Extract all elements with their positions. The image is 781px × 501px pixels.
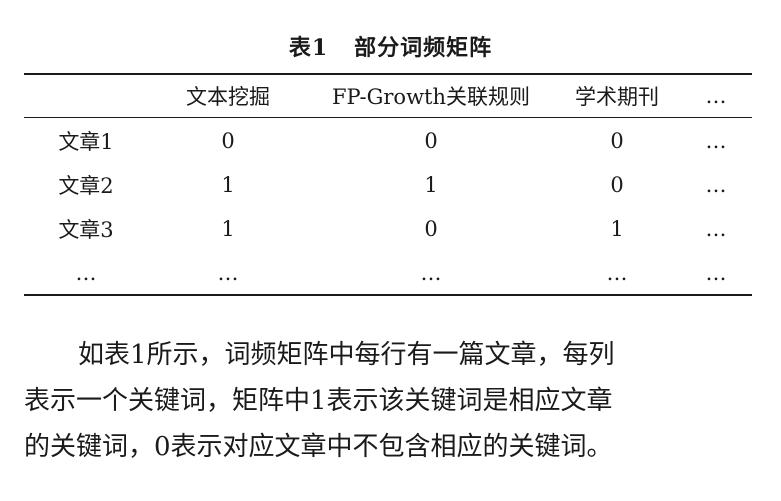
table-cell: 0 — [424, 129, 438, 153]
header-cell-fp-growth: FP-Growth关联规则 — [331, 85, 531, 109]
table-cell: 1 — [221, 173, 235, 197]
header-cell-ellipsis: … — [705, 84, 727, 108]
table-top-rule — [24, 73, 752, 75]
row-label: 文章2 — [58, 174, 114, 198]
table-cell: 1 — [221, 217, 235, 241]
table-cell: 0 — [221, 129, 235, 153]
table-cell: … — [217, 261, 239, 285]
header-cell-text-mining: 文本挖掘 — [186, 85, 270, 109]
table-cell: … — [705, 129, 727, 153]
table-caption: 表1 部分词频矩阵 — [0, 30, 781, 62]
header-cell-academic-journal: 学术期刊 — [575, 85, 659, 109]
table-bottom-rule — [24, 294, 752, 296]
row-label: 文章3 — [58, 218, 114, 242]
table-cell: … — [705, 261, 727, 285]
table-cell: … — [705, 217, 727, 241]
table-cell: 0 — [424, 217, 438, 241]
table-cell: 0 — [610, 173, 624, 197]
paragraph-line: 的关键词，0表示对应文章中不包含相应的关键词。 — [24, 432, 613, 462]
table-row: 文章3 1 0 1 … — [24, 207, 752, 251]
word-frequency-table: 文本挖掘 FP-Growth关联规则 学术期刊 … 文章1 0 0 0 … 文章… — [24, 75, 752, 295]
paragraph-line: 表示一个关键词，矩阵中1表示该关键词是相应文章 — [24, 386, 613, 416]
table-row: … … … … … — [24, 251, 752, 295]
table-cell: … — [420, 261, 442, 285]
table-caption-title: 部分词频矩阵 — [354, 35, 493, 61]
row-label: … — [75, 261, 97, 285]
paragraph-line: 如表1所示，词频矩阵中每行有一篇文章，每列 — [78, 340, 615, 370]
header-cell-empty — [24, 75, 148, 117]
table-header-row: 文本挖掘 FP-Growth关联规则 学术期刊 … — [24, 75, 752, 117]
table-row: 文章2 1 1 0 … — [24, 163, 752, 207]
table-caption-label: 表1 — [288, 35, 329, 61]
row-label: 文章1 — [58, 130, 114, 154]
table-header-rule — [24, 117, 752, 118]
table-cell: 1 — [610, 217, 624, 241]
table-cell: … — [606, 261, 628, 285]
table-cell: … — [705, 173, 727, 197]
table-cell: 1 — [424, 173, 438, 197]
table-row: 文章1 0 0 0 … — [24, 117, 752, 163]
table-cell: 0 — [610, 129, 624, 153]
body-paragraph: 如表1所示，词频矩阵中每行有一篇文章，每列 表示一个关键词，矩阵中1表示该关键词… — [24, 332, 754, 470]
